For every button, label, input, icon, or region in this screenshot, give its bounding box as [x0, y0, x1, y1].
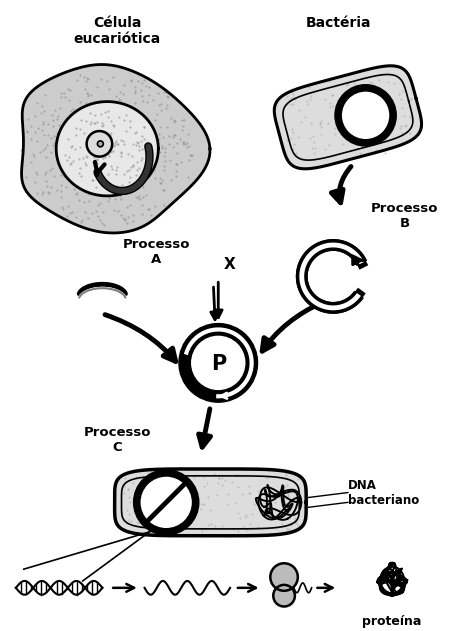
- Text: P: P: [211, 354, 226, 374]
- Text: DNA
bacteriano: DNA bacteriano: [348, 478, 419, 507]
- Circle shape: [192, 336, 245, 389]
- Circle shape: [270, 563, 298, 591]
- Polygon shape: [115, 469, 306, 536]
- Text: Processo
C: Processo C: [83, 427, 151, 454]
- Circle shape: [273, 585, 295, 606]
- Text: proteína: proteína: [362, 615, 422, 628]
- Text: Célula
eucariótica: Célula eucariótica: [73, 16, 161, 46]
- Text: Processo
B: Processo B: [371, 201, 438, 230]
- Circle shape: [338, 88, 393, 143]
- Circle shape: [86, 131, 112, 156]
- Polygon shape: [56, 102, 159, 196]
- Polygon shape: [274, 66, 422, 169]
- Circle shape: [137, 473, 196, 532]
- Text: X: X: [224, 257, 236, 271]
- Circle shape: [179, 324, 258, 402]
- Polygon shape: [21, 64, 210, 233]
- Text: Processo
A: Processo A: [123, 238, 190, 266]
- Circle shape: [98, 141, 103, 147]
- Text: Bactéria: Bactéria: [306, 16, 371, 30]
